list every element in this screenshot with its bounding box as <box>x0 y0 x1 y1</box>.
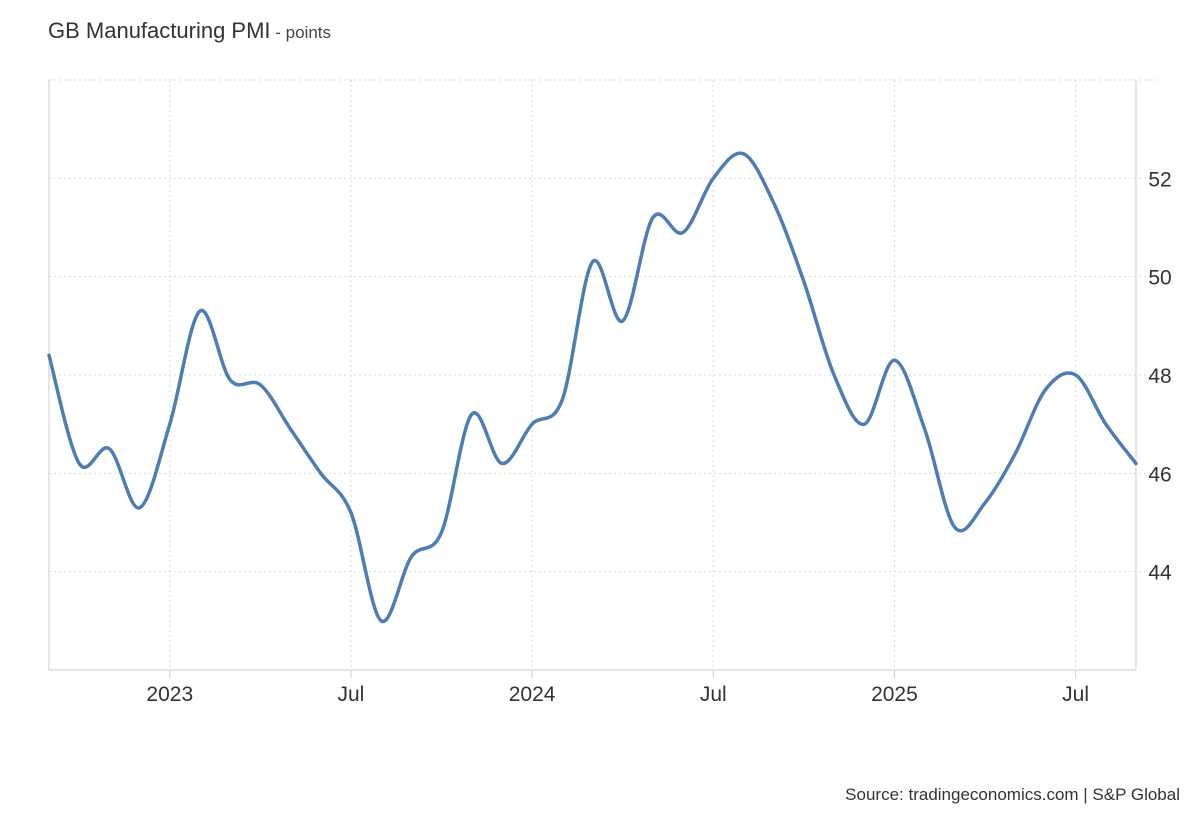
series-line <box>47 151 1138 623</box>
data-point <box>77 462 81 466</box>
data-point <box>409 555 413 559</box>
data-point <box>862 422 866 426</box>
data-point <box>832 373 836 377</box>
data-point <box>1134 462 1138 466</box>
x-tick-label: 2024 <box>509 683 556 706</box>
data-point <box>621 319 625 323</box>
data-point <box>1104 422 1108 426</box>
x-tick-label: Jul <box>338 683 365 706</box>
data-point <box>379 619 383 623</box>
y-tick-label: 52 <box>1148 168 1171 191</box>
data-point <box>228 378 232 382</box>
data-point <box>319 471 323 475</box>
data-point <box>923 427 927 431</box>
data-point <box>107 447 111 451</box>
x-tick-label: Jul <box>700 683 727 706</box>
data-point <box>349 511 353 515</box>
data-point <box>198 309 202 313</box>
y-tick-label: 44 <box>1148 562 1172 585</box>
y-tick-label: 50 <box>1148 267 1171 290</box>
x-tick-label: 2025 <box>871 683 918 706</box>
data-point <box>1043 388 1047 392</box>
y-tick-label: 48 <box>1148 365 1171 388</box>
chart-title-separator: - <box>270 23 286 42</box>
data-point <box>983 501 987 505</box>
data-point <box>47 353 51 357</box>
data-point <box>1013 452 1017 456</box>
data-point <box>741 152 745 156</box>
chart-unit-label: points <box>285 23 332 42</box>
x-tick-label: 2023 <box>146 683 193 706</box>
data-point <box>651 216 655 220</box>
data-point <box>289 427 293 431</box>
chart-title: GB Manufacturing PMI - points <box>48 18 331 44</box>
data-point <box>711 176 715 180</box>
data-point <box>500 462 504 466</box>
data-point <box>470 412 474 416</box>
data-point <box>1074 373 1078 377</box>
data-point <box>168 422 172 426</box>
data-point <box>772 201 776 205</box>
data-point <box>560 398 564 402</box>
data-point <box>953 525 957 529</box>
data-point <box>802 280 806 284</box>
data-point <box>138 506 142 510</box>
source-label: Source: tradingeconomics.com | S&P Globa… <box>845 785 1180 804</box>
data-point <box>440 530 444 534</box>
y-tick-label: 46 <box>1148 463 1171 486</box>
data-point <box>681 230 685 234</box>
data-point <box>591 260 595 264</box>
data-point <box>892 358 896 362</box>
data-point <box>530 422 534 426</box>
x-tick-label: Jul <box>1062 683 1089 706</box>
data-point <box>258 383 262 387</box>
chart-title-text: GB Manufacturing PMI <box>48 18 271 43</box>
